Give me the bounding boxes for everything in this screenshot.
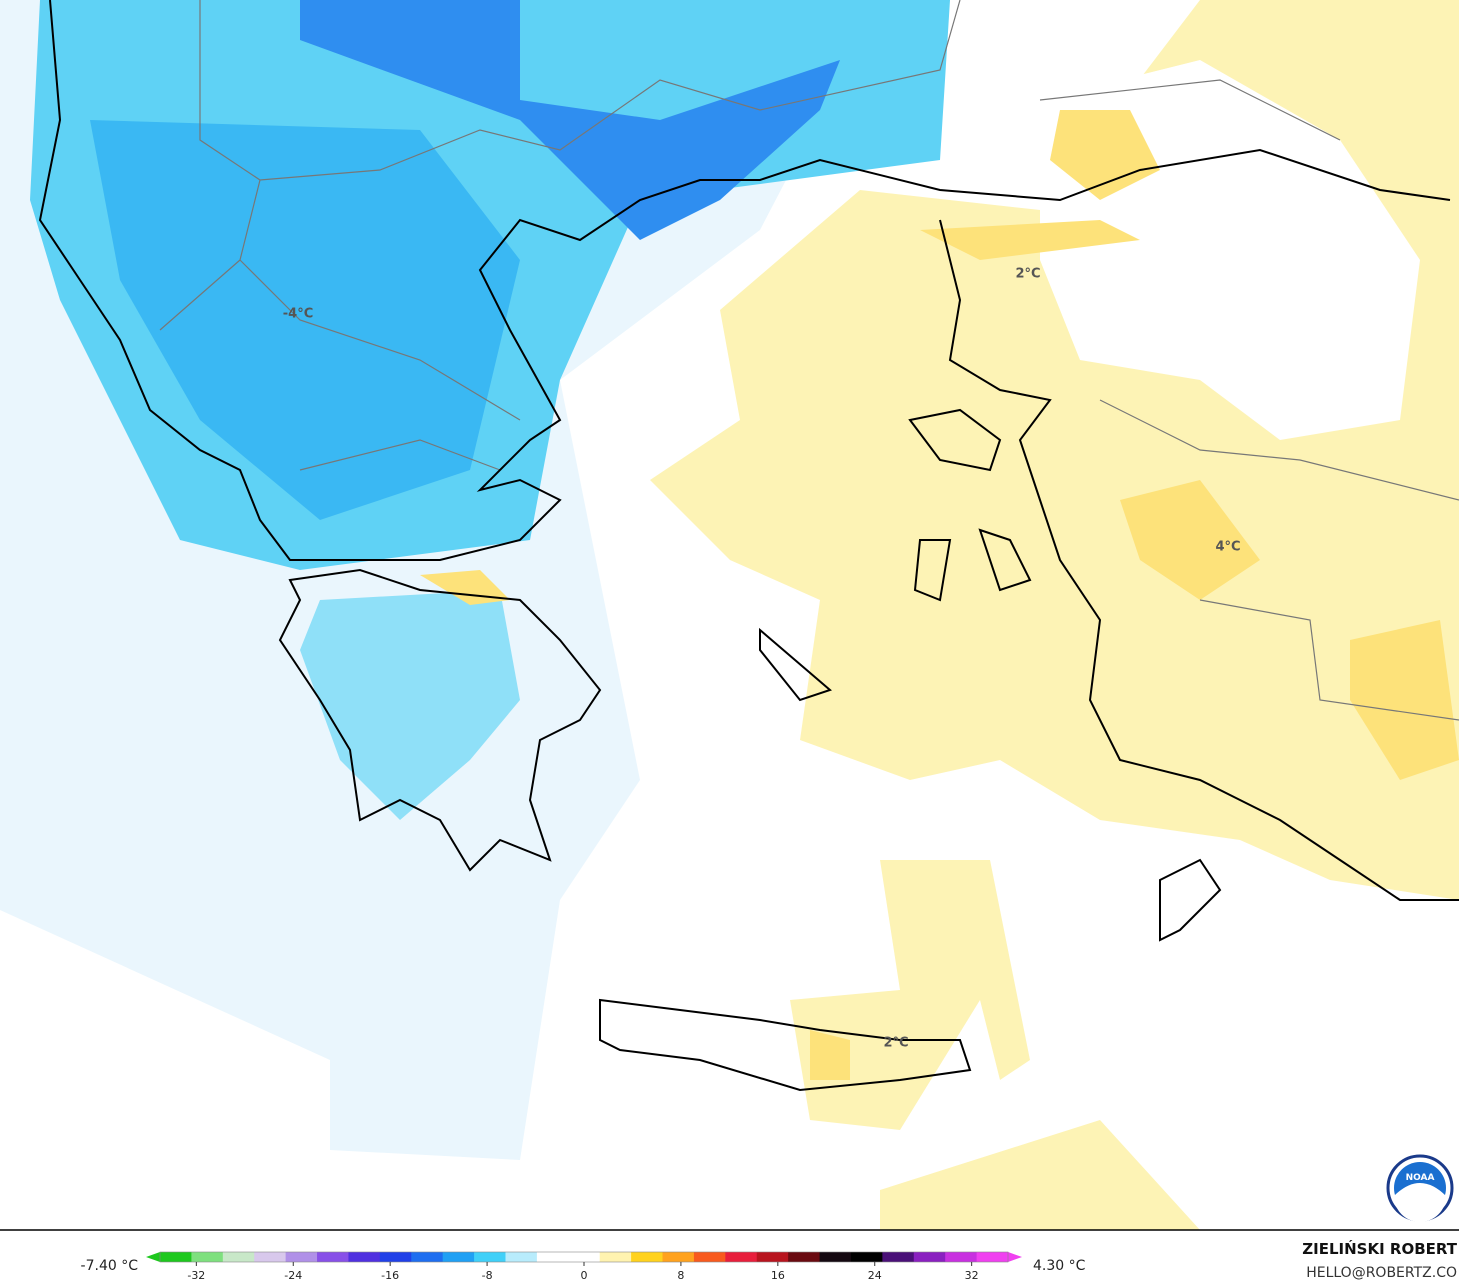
- colorbar-tick-label: -8: [482, 1269, 493, 1282]
- colorbar-segment: [788, 1252, 821, 1262]
- colorbar-segment: [222, 1252, 255, 1262]
- colorbar-segment: [379, 1252, 412, 1262]
- colorbar-segment: [285, 1252, 318, 1262]
- colorbar-segment: [568, 1252, 601, 1262]
- colorbar-segment: [913, 1252, 946, 1262]
- colorbar-segment: [756, 1252, 789, 1262]
- colorbar-end: [1008, 1252, 1022, 1262]
- anomaly-region: [300, 590, 520, 820]
- coastline: [38, 0, 1451, 561]
- colorbar-segment: [725, 1252, 758, 1262]
- contour-label: 4°C: [1215, 540, 1240, 555]
- contour-label: 2°C: [883, 1036, 908, 1051]
- colorbar-tick-label: 16: [771, 1269, 785, 1282]
- colorbar-tick-label: -24: [284, 1269, 302, 1282]
- coastline: [278, 568, 602, 872]
- colorbar-segment: [442, 1252, 475, 1262]
- anomaly-region: [1350, 620, 1459, 780]
- coastline: [939, 219, 1459, 901]
- anomaly-region: [920, 220, 1140, 260]
- contour-label: -4°C: [283, 307, 313, 322]
- colorbar-tick-label: 0: [581, 1269, 588, 1282]
- anomaly-region: [1120, 480, 1260, 600]
- colorbar-segment: [411, 1252, 444, 1262]
- colorbar-segment: [254, 1252, 287, 1262]
- colorbar-tick-label: 24: [868, 1269, 882, 1282]
- colorbar-tick-label: 32: [965, 1269, 979, 1282]
- colorbar-segment: [505, 1252, 538, 1262]
- colorbar-segment: [976, 1252, 1009, 1262]
- credit-email: HELLO@ROBERTZ.CO: [1306, 1265, 1457, 1281]
- colorbar-segment: [819, 1252, 852, 1262]
- coastline: [599, 998, 972, 1092]
- colorbar: -32 -24 -16 -8 0 8 16 24 32: [146, 1251, 1022, 1282]
- colorbar-segment: [191, 1252, 224, 1262]
- colorbar-segment: [693, 1252, 726, 1262]
- map: -4°C 2°C 4°C 2°C NOAA: [0, 0, 1459, 1231]
- logo-text: NOAA: [1406, 1173, 1435, 1183]
- colorbar-segment: [882, 1252, 915, 1262]
- anomaly-region: [1050, 110, 1160, 200]
- logo: NOAA: [1386, 1154, 1454, 1222]
- colorbar-end: [146, 1252, 160, 1262]
- colorbar-segment: [474, 1252, 506, 1262]
- colorbar-segment: [317, 1252, 349, 1262]
- anomaly-region: [810, 1030, 850, 1080]
- min-label: -7.40 °C: [81, 1258, 139, 1274]
- max-label: 4.30 °C: [1033, 1258, 1086, 1274]
- credit-name: ZIELIŃSKI ROBERT: [1302, 1239, 1457, 1258]
- colorbar-tick-label: 8: [677, 1269, 684, 1282]
- colorbar-tick-label: -32: [187, 1269, 205, 1282]
- anomaly-region: [880, 1120, 1200, 1230]
- anomaly-region: [90, 120, 520, 520]
- country-border: [159, 0, 1459, 721]
- colorbar-segment: [348, 1252, 381, 1262]
- colorbar-segment: [536, 1252, 569, 1262]
- colorbar-segment: [631, 1252, 664, 1262]
- coastline: [759, 408, 1222, 942]
- colorbar-segment: [160, 1252, 192, 1262]
- contour-label: 2°C: [1015, 267, 1040, 282]
- colorbar-segment: [850, 1252, 883, 1262]
- colorbar-tick-label: -16: [381, 1269, 399, 1282]
- colorbar-segment: [945, 1252, 978, 1262]
- colorbar-segment: [662, 1252, 695, 1262]
- colorbar-segment: [599, 1252, 632, 1262]
